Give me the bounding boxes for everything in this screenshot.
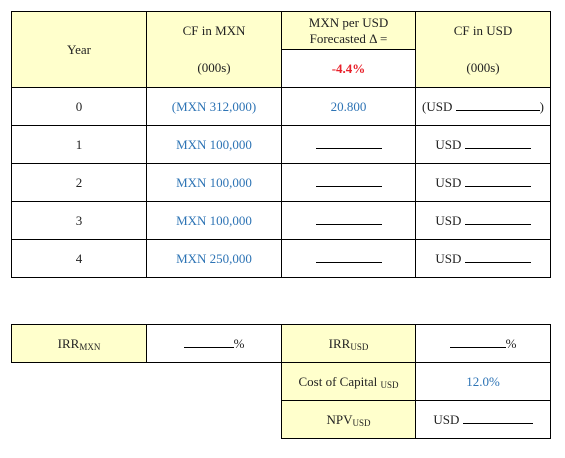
coc-value-cell: 12.0% [415,362,551,401]
table-row: 0 (MXN 312,000) 20.800 (USD ) [11,87,551,126]
usd-blank[interactable] [464,136,531,149]
cash-flow-table: Year CF in MXN MXN per USD Forecasted Δ … [11,11,551,278]
cf-usd-cell[interactable]: USD [415,239,551,278]
rate-blank[interactable] [315,136,382,149]
cf-usd-cell[interactable]: USD [415,201,551,240]
empty-cell [12,401,147,439]
npv-blank[interactable] [462,411,533,424]
cf-usd-units-label: (000s) [466,60,500,76]
rate-cell[interactable] [281,239,416,278]
usd-blank[interactable] [464,174,531,187]
cf-mxn-header: CF in MXN [146,11,282,50]
cf-mxn-cell: MXN 250,000 [146,239,282,278]
usd-suffix: ) [539,99,544,114]
irr-usd-unit: % [505,336,517,351]
usd-prefix: (USD [422,99,453,114]
rate-header-line2: Forecasted Δ = [309,30,388,46]
coc-sub: USD [380,379,399,390]
cf-mxn-cell: MXN 100,000 [146,163,282,202]
irr-mxn-sub: MXN [79,341,101,352]
rate-blank[interactable] [315,174,382,187]
cf-usd-header: CF in USD [415,11,551,50]
irr-usd-sub: USD [350,341,369,352]
rate-cell[interactable] [281,125,416,164]
rate-blank[interactable] [315,212,382,225]
table-row: 1 MXN 100,000 USD [11,125,551,164]
usd-blank[interactable] [464,250,531,263]
coc-label-cell: Cost of Capital USD [281,362,416,401]
cf-mxn-cell: MXN 100,000 [146,125,282,164]
npv-label: NPV [326,411,353,427]
irr-usd-label-cell: IRRUSD [281,324,416,363]
cf-usd-header-label: CF in USD [453,22,513,38]
rate-header-line1: MXN per USD [308,14,389,30]
npv-label-cell: NPVUSD [281,400,416,439]
year-cell: 3 [11,201,147,240]
usd-blank[interactable] [464,212,531,225]
cf-mxn-units-label: (000s) [197,60,231,76]
npv-prefix: USD [433,412,460,427]
year-cell: 2 [11,163,147,202]
usd-prefix: USD [435,137,462,152]
rate-cell: 20.800 [281,87,416,126]
irr-mxn-label: IRR [57,335,80,351]
usd-prefix: USD [435,251,462,266]
table-row: 2 MXN 100,000 USD [11,163,551,202]
rate-cell[interactable] [281,163,416,202]
cf-mxn-cell: MXN 100,000 [146,201,282,240]
empty-cell [147,401,282,439]
irr-mxn-blank[interactable] [183,335,234,348]
usd-prefix: USD [435,175,462,190]
coc-label: Cost of Capital [298,373,378,389]
irr-mxn-unit: % [233,336,245,351]
cf-usd-units: (000s) [415,49,551,88]
year-cell: 1 [11,125,147,164]
cf-mxn-units: (000s) [146,49,282,88]
empty-cell [12,363,147,401]
cf-usd-cell[interactable]: (USD ) [415,87,551,126]
usd-prefix: USD [435,213,462,228]
rate-change-cell[interactable]: -4.4% [281,49,416,88]
year-cell: 4 [11,239,147,278]
irr-usd-blank[interactable] [449,335,506,348]
irr-usd-label: IRR [328,335,351,351]
table-row: 4 MXN 250,000 USD [11,239,551,278]
usd-blank[interactable] [455,98,540,111]
npv-value-cell[interactable]: USD [415,400,551,439]
npv-sub: USD [352,417,371,428]
cf-mxn-cell: (MXN 312,000) [146,87,282,126]
coc-value: 12.0% [466,373,500,389]
rate-cell[interactable] [281,201,416,240]
irr-mxn-label-cell: IRRMXN [11,324,147,363]
irr-mxn-value-cell[interactable]: % [146,324,282,363]
year-header: Year [11,11,147,88]
irr-usd-value-cell[interactable]: % [415,324,551,363]
cf-usd-cell[interactable]: USD [415,163,551,202]
rate-change-value: -4.4% [331,60,366,76]
empty-cell [147,363,282,401]
cf-mxn-header-label: CF in MXN [182,22,246,38]
year-cell: 0 [11,87,147,126]
year-header-label: Year [67,41,91,57]
table-row: 3 MXN 100,000 USD [11,201,551,240]
summary-table: IRRMXN % IRRUSD % Cost of Capital USD 12… [11,324,551,439]
rate-header: MXN per USD Forecasted Δ = [281,11,416,50]
cf-usd-cell[interactable]: USD [415,125,551,164]
rate-blank[interactable] [315,250,382,263]
